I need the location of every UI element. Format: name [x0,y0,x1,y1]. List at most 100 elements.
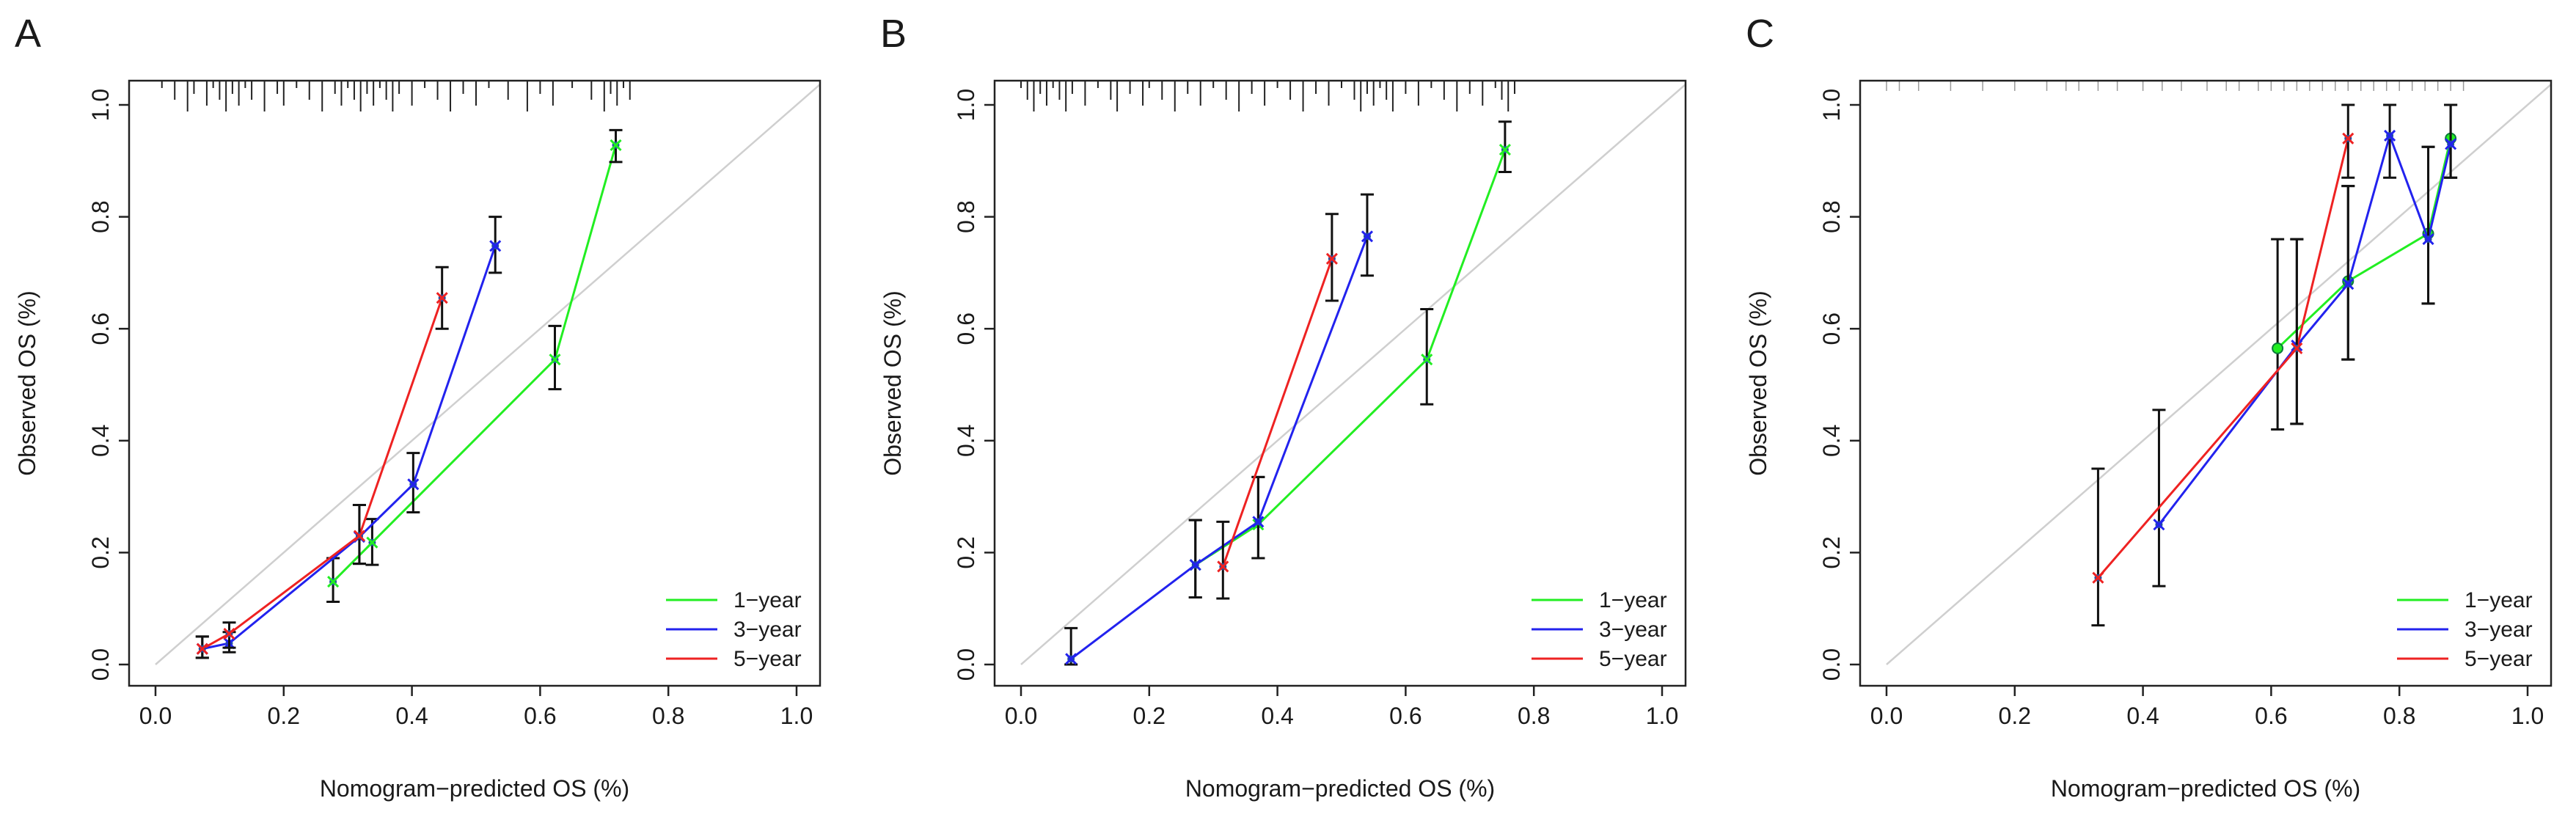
x-tick-label: 0.8 [1518,703,1550,729]
data-point-cross [327,576,340,588]
data-point-cross [2291,342,2303,354]
ideal-reference-line [155,84,821,665]
series-2 [1064,193,1374,666]
y-tick-label: 0.6 [1818,312,1845,345]
x-tick-label: 0.2 [268,703,300,729]
y-tick-label: 1.0 [953,89,979,121]
y-tick-label: 1.0 [87,89,114,121]
legend: 1−year 3−year 5−year [1532,588,1667,671]
series-line [1221,258,1333,567]
data-point-cross [353,530,365,542]
data-point [1499,143,1511,156]
series-line [202,245,497,651]
legend-label: 5−year [1599,647,1667,671]
data-point [407,478,420,491]
data-point-cross [196,643,208,655]
data-point [2092,571,2104,584]
data-point [2272,342,2284,354]
data-point [2342,278,2354,290]
y-tick-label: 0.8 [87,200,114,233]
ideal-reference-line [1020,84,1686,665]
panel-letter: B [880,12,907,56]
y-tick-label: 0.2 [87,536,114,568]
x-tick-label: 0.4 [2126,703,2159,729]
data-point [2291,342,2303,354]
panel-letter: C [1746,12,1774,56]
series-3 [2091,103,2355,627]
y-tick-label: 0.8 [1818,200,1845,233]
y-tick-label: 0.8 [953,200,979,233]
data-point-cross [1065,653,1077,665]
legend-label: 1−year [2465,588,2533,612]
x-tick-label: 0.4 [395,703,428,729]
y-tick-label: 0.2 [953,536,979,568]
y-tick-label: 0.4 [1818,425,1845,457]
y-tick-label: 0.0 [87,648,114,681]
calibration-panel-c: C 0.0 0.2 0.4 0.6 0.8 1.0 0.0 0.2 0.4 0.6 0.8 1.0 Nom… [1745,12,2553,802]
data-point-cross [1499,143,1511,156]
data-point [2384,129,2396,142]
data-point-cross [1189,559,1201,571]
x-tick-label: 0.0 [139,703,172,729]
y-axis-title: Observed OS (%) [14,290,40,476]
data-point-cross [1421,354,1433,366]
legend-label: 3−year [2465,618,2533,642]
data-point-cross [489,240,502,252]
series-2 [195,216,502,659]
y-tick-label: 0.4 [87,425,114,457]
legend-label: 1−year [1599,588,1667,612]
data-point-cross [1361,230,1374,243]
data-point-cross [2384,129,2396,142]
y-tick-label: 0.2 [1818,536,1845,568]
data-point [549,354,561,366]
data-point [1217,560,1229,573]
x-axis-title: Nomogram−predicted OS (%) [2051,775,2360,802]
data-point [1065,653,1077,665]
plot-frame [128,79,822,687]
x-tick-label: 0.0 [1005,703,1037,729]
x-tick-label: 0.2 [1999,703,2031,729]
x-tick-label: 0.8 [652,703,684,729]
data-point [1361,230,1374,243]
data-point-cross [2342,278,2354,290]
series-line [202,297,444,650]
data-point [1421,354,1433,366]
panel-letter: A [15,12,41,56]
x-tick-label: 0.6 [2255,703,2287,729]
x-tick-label: 0.0 [1870,703,1903,729]
y-tick-label: 0.0 [1818,648,1845,681]
series-line [332,144,617,583]
data-point-cross [2092,571,2104,584]
x-tick-label: 1.0 [2511,703,2544,729]
y-tick-label: 0.6 [87,312,114,345]
data-point [436,292,448,304]
x-tick-label: 0.6 [524,703,556,729]
data-point [196,643,208,655]
data-point-cross [366,536,378,549]
calibration-panel-a: A 0.0 0.2 0.4 0.6 0.8 1.0 0.0 0.2 0.4 0.6 0.8 1.0 Nom… [14,12,822,802]
legend-label: 5−year [733,647,802,671]
data-point-cross [223,627,235,640]
x-tick-label: 0.2 [1133,703,1166,729]
plot-frame [1859,79,2553,687]
rug-marks [1020,81,1515,111]
x-tick-label: 0.4 [1261,703,1293,729]
series-line [2277,138,2452,349]
data-point-cross [407,478,420,491]
legend-label: 3−year [733,618,802,642]
data-point-cross [610,139,622,151]
rug-marks [1886,81,2465,91]
x-tick-label: 1.0 [1646,703,1678,729]
rug-marks [161,81,631,111]
data-point-cross [1325,252,1338,265]
y-axis-title: Observed OS (%) [1745,290,1771,476]
data-point-cross [2422,233,2434,246]
data-point [1189,559,1201,571]
legend-label: 5−year [2465,647,2533,671]
data-point [223,627,235,640]
y-tick-label: 1.0 [1818,89,1845,121]
data-point-cross [549,354,561,366]
data-point [1252,516,1265,528]
legend-label: 3−year [1599,618,1667,642]
